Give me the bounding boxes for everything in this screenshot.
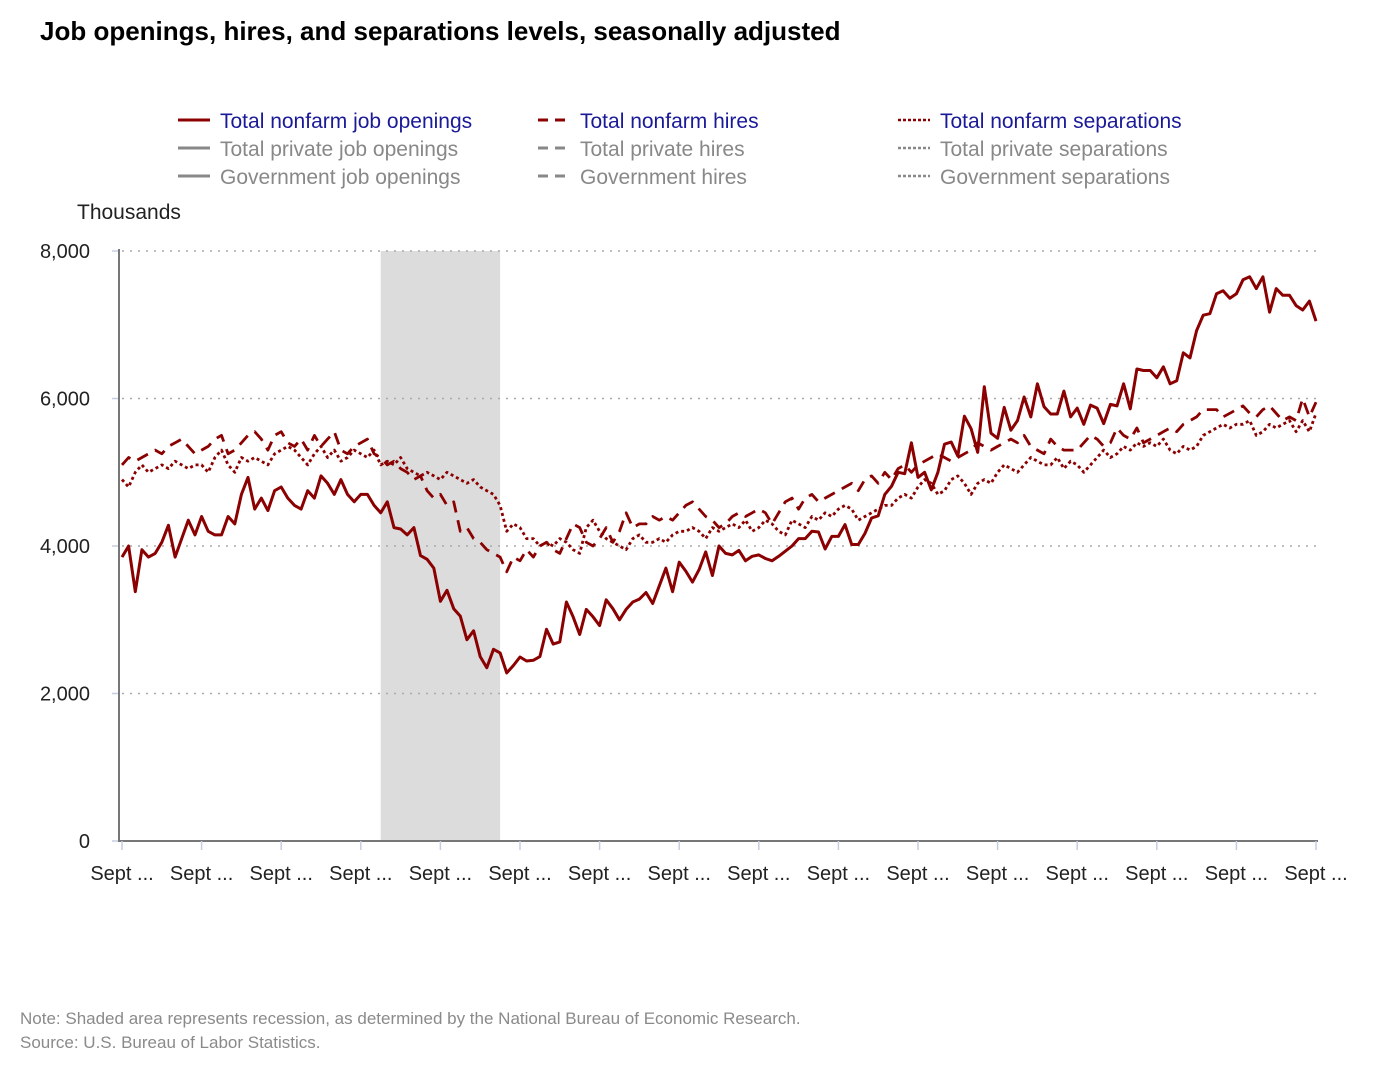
x-tick-label: Sept ...: [727, 863, 790, 885]
legend-item[interactable]: Total private job openings: [178, 138, 458, 161]
chart-title: Job openings, hires, and separations lev…: [40, 16, 841, 46]
legend-item[interactable]: Government hires: [538, 166, 747, 189]
x-tick-label: Sept ...: [1205, 863, 1268, 885]
legend-item[interactable]: Government job openings: [178, 166, 461, 189]
legend-label: Total private separations: [940, 138, 1168, 161]
y-tick-label: 0: [79, 831, 90, 853]
legend-item[interactable]: Total nonfarm job openings: [178, 110, 472, 133]
y-tick-label: 6,000: [40, 389, 90, 411]
series-total-nonfarm-job-openings: [120, 275, 1318, 675]
legend-item[interactable]: Total private hires: [538, 138, 745, 161]
x-tick-label: Sept ...: [1125, 863, 1188, 885]
y-tick-label: 2,000: [40, 684, 90, 706]
footnote: Note: Shaded area represents recession, …: [20, 1007, 801, 1055]
x-tick-label: Sept ...: [1046, 863, 1109, 885]
y-tick-label: 8,000: [40, 241, 90, 263]
axes: Sept ... Sept ... Sept ... Sept ... Sept ...…: [90, 249, 1348, 885]
legend-item[interactable]: Government separations: [898, 166, 1170, 189]
x-tick-label: Sept ...: [170, 863, 233, 885]
x-tick-label: Sept ...: [250, 863, 313, 885]
legend: Total nonfarm job openings Total nonfarm …: [178, 110, 1182, 189]
x-tick-label: Sept ...: [648, 863, 711, 885]
x-tick-label: Sept ...: [409, 863, 472, 885]
legend-item[interactable]: Total nonfarm hires: [538, 110, 759, 133]
x-tick-label: Sept ...: [886, 863, 949, 885]
x-tick-label: Sept ...: [807, 863, 870, 885]
legend-label: Total private job openings: [220, 138, 458, 161]
x-tick-label: Sept ...: [90, 863, 153, 885]
legend-label: Government job openings: [220, 166, 461, 189]
legend-label: Total nonfarm separations: [940, 110, 1182, 133]
legend-label: Total nonfarm hires: [580, 110, 759, 133]
recession-note: Note: Shaded area represents recession, …: [20, 1009, 801, 1028]
series-total-nonfarm-hires: [120, 397, 1318, 574]
legend-label: Government hires: [580, 166, 747, 189]
legend-item[interactable]: Total nonfarm separations: [898, 110, 1182, 133]
source-note: Source: U.S. Bureau of Labor Statistics.: [20, 1033, 321, 1052]
x-tick-label: Sept ...: [568, 863, 631, 885]
x-tick-label: Sept ...: [329, 863, 392, 885]
legend-label: Total nonfarm job openings: [220, 110, 472, 133]
series-lines: [120, 275, 1318, 675]
y-axis-label: Thousands: [77, 201, 181, 224]
gridlines: 0 2,000 4,000 6,000 8,000: [40, 241, 1316, 853]
legend-label: Total private hires: [580, 138, 745, 161]
x-tick-label: Sept ...: [966, 863, 1029, 885]
x-tick-label: Sept ...: [1284, 863, 1347, 885]
x-tick-label: Sept ...: [488, 863, 551, 885]
series-total-nonfarm-separations: [120, 412, 1318, 555]
recession-shading: [380, 251, 501, 841]
legend-item[interactable]: Total private separations: [898, 138, 1168, 161]
y-tick-label: 4,000: [40, 536, 90, 558]
legend-label: Government separations: [940, 166, 1170, 189]
